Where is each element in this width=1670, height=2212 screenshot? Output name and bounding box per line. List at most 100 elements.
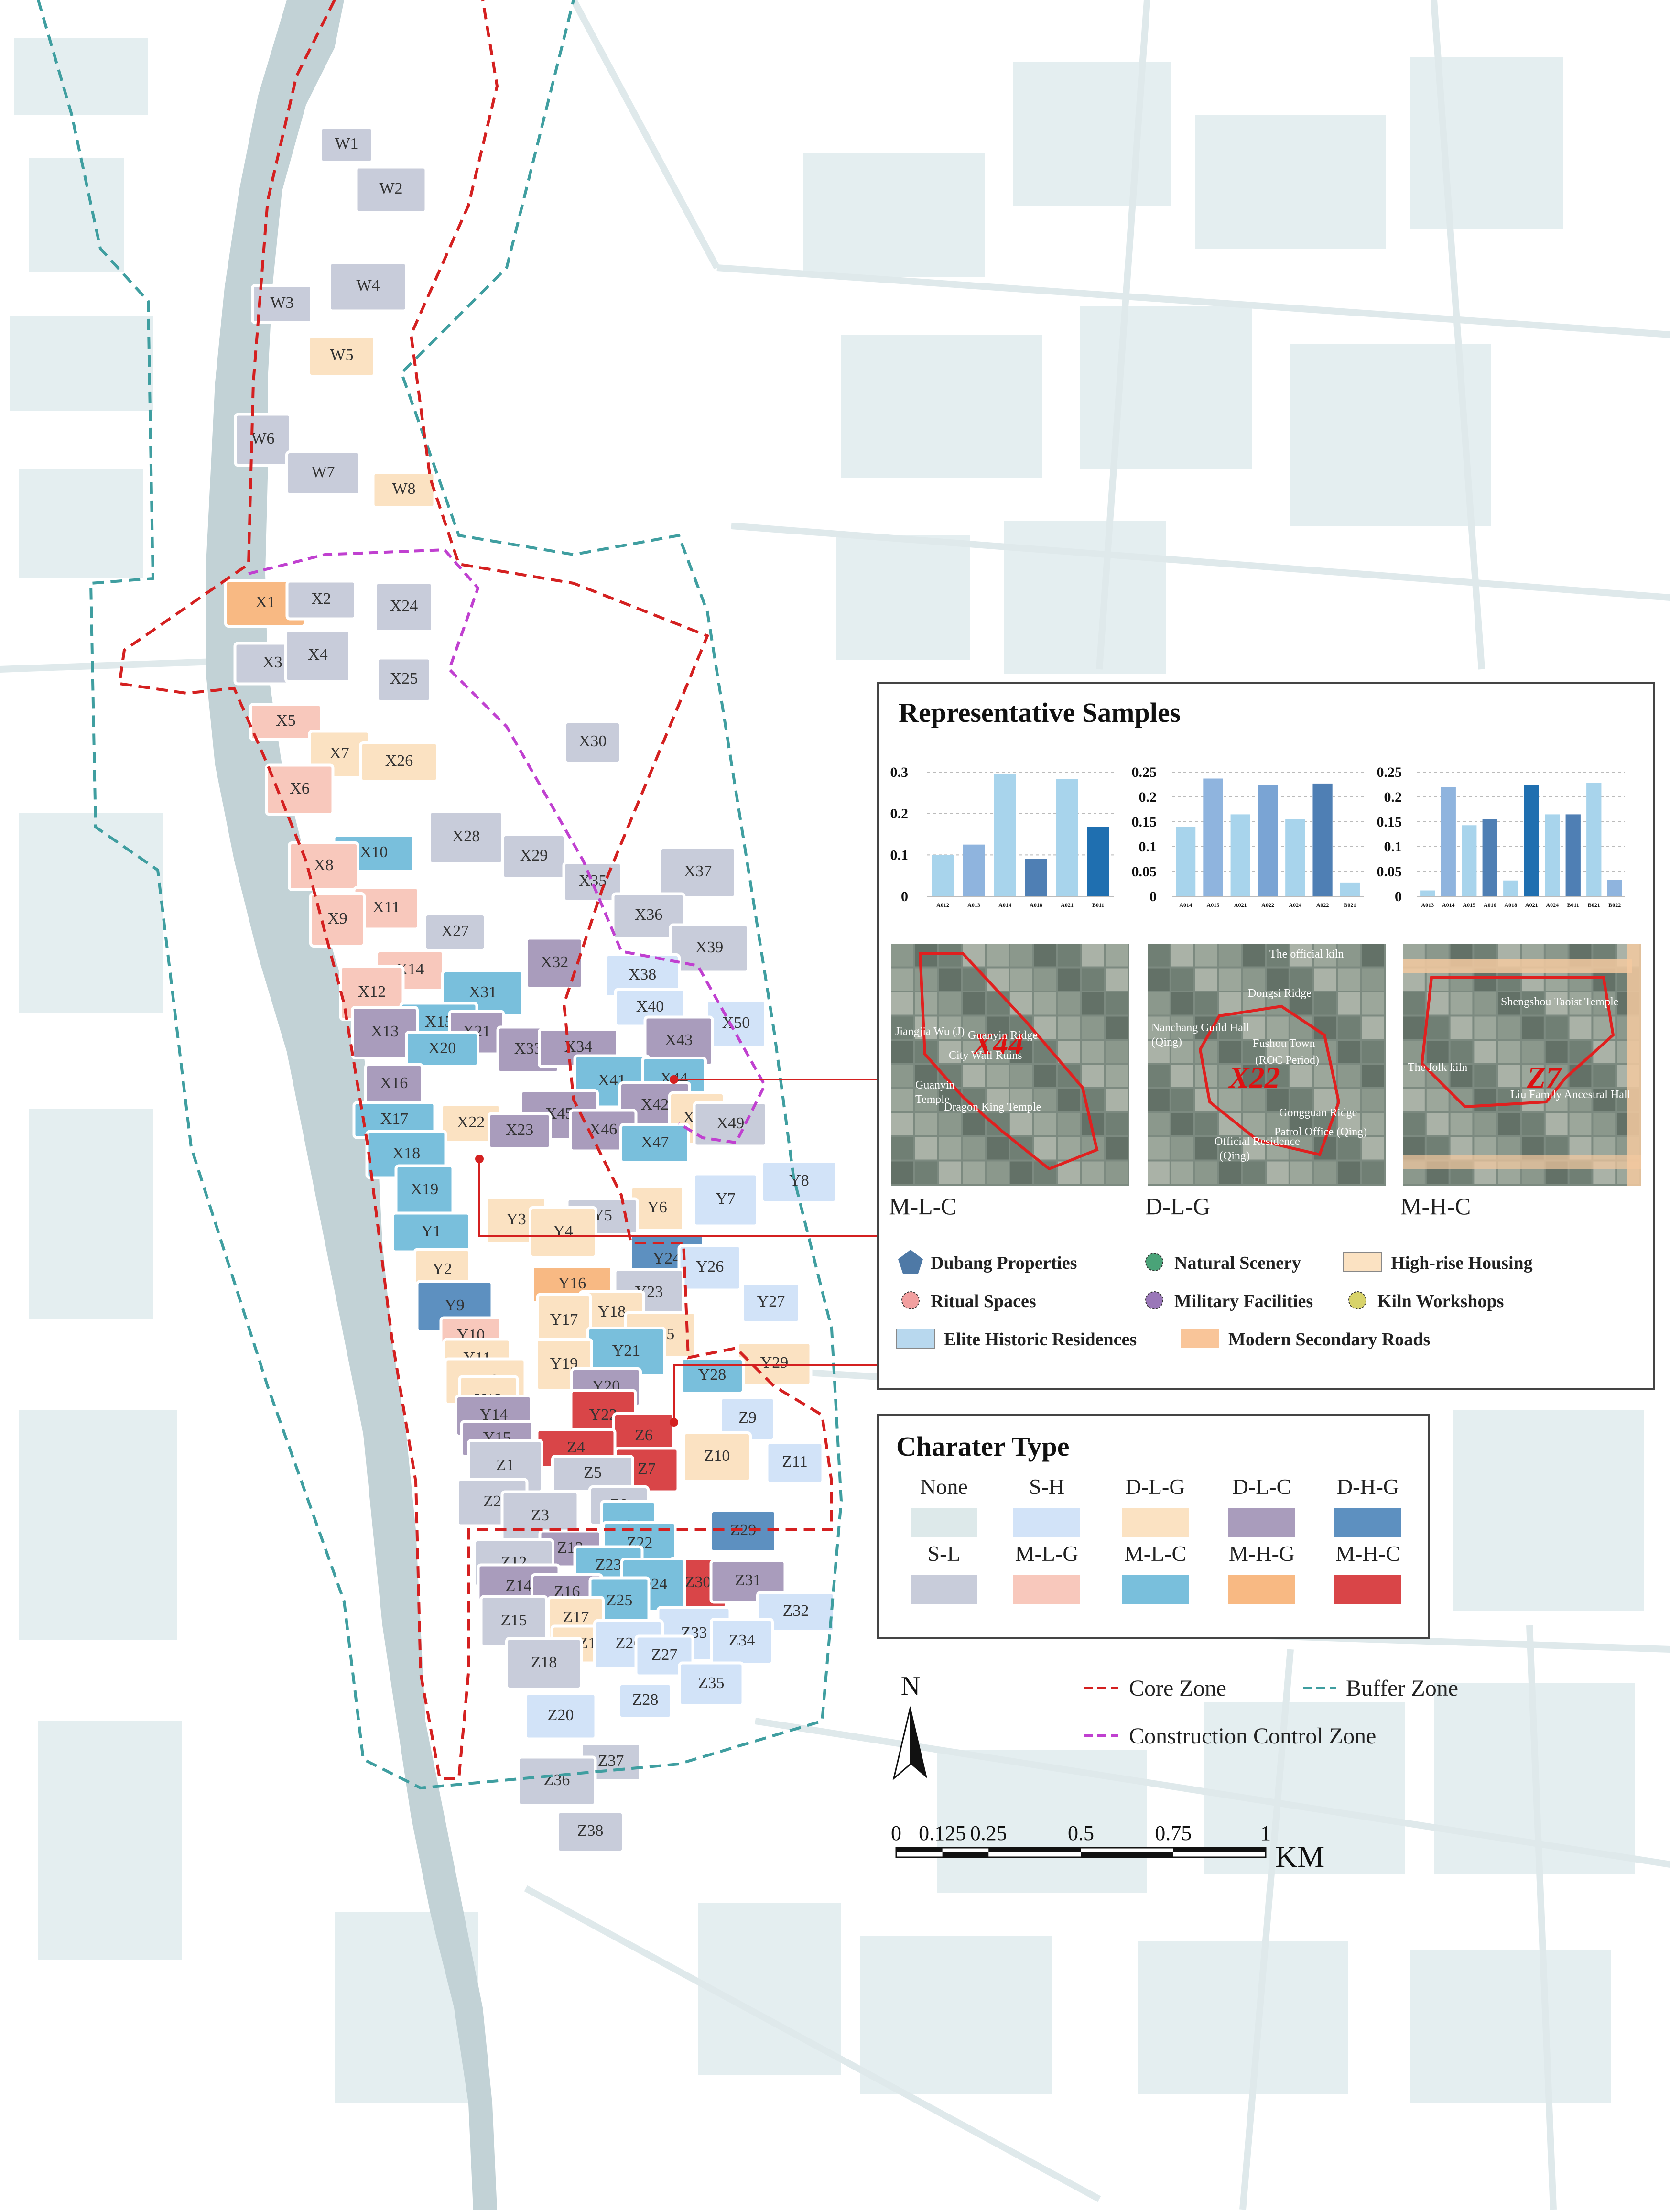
plot-cell	[405, 1031, 479, 1068]
plot-y7: Y7	[692, 1172, 759, 1228]
plot-label: W6	[251, 430, 274, 447]
plot-x23: X23	[488, 1112, 552, 1150]
plot-cell	[505, 1637, 583, 1690]
sample-photo-z7: Z7 Shengshou Taoist Temple The folk kiln Li…	[1403, 944, 1641, 1186]
y-tick-label: 0.2	[1139, 789, 1157, 805]
x-tick-label: A018	[1504, 902, 1517, 908]
type-label: D-L-G	[1125, 1474, 1185, 1499]
type-label: D-H-G	[1337, 1474, 1399, 1499]
plot-label: Y29	[760, 1354, 789, 1372]
plot-cell	[741, 1282, 801, 1324]
sample-chart-3: 0 0.05 0.1 0.15 0.2 0.25 A013 A014 A015 A016 A018 A…	[1377, 764, 1625, 908]
plot-cell	[319, 126, 374, 163]
plot-label: Z30	[685, 1573, 711, 1591]
bar-b021	[1586, 783, 1602, 896]
photo-annotation: Guanyin Ridge	[968, 1029, 1038, 1042]
plot-x4: X4	[284, 629, 351, 683]
type-d-l-c: D-L-C	[1228, 1474, 1295, 1537]
plot-label: X17	[380, 1110, 409, 1128]
photo-annotation: Fushou Town	[1253, 1037, 1315, 1050]
plot-label: Z34	[729, 1632, 755, 1649]
plot-label: Z32	[783, 1602, 809, 1620]
plot-label: X23	[506, 1121, 534, 1139]
north-label: N	[901, 1671, 920, 1701]
plot-cell	[234, 413, 292, 467]
plot-label: W4	[356, 277, 380, 294]
plot-label: Z25	[607, 1591, 633, 1609]
x-tick-label: A018	[1030, 902, 1042, 908]
y-tick-label: 0.2	[1384, 789, 1402, 805]
bar-a021	[1524, 785, 1539, 896]
legend-label: Ritual Spaces	[931, 1291, 1036, 1311]
plot-label: X4	[308, 646, 328, 664]
plot-label: X33	[514, 1040, 542, 1057]
plot-label: Z3	[531, 1506, 549, 1524]
plot-label: Z35	[698, 1674, 725, 1692]
type-swatch	[911, 1508, 977, 1537]
plot-cell	[359, 741, 439, 783]
y-tick-label: 0.1	[890, 847, 909, 863]
y-tick-label: 0.25	[1377, 764, 1402, 780]
photo-annotation: (ROC Period)	[1255, 1054, 1319, 1067]
plot-cell	[307, 335, 376, 378]
plot-label: Y27	[757, 1293, 785, 1310]
x-tick-label: A014	[998, 902, 1011, 908]
plot-x28: X28	[428, 810, 504, 865]
plot-label: X26	[385, 752, 413, 770]
plot-label: Z6	[635, 1427, 653, 1444]
pentagon-icon	[898, 1250, 923, 1274]
plot-label: X18	[392, 1144, 421, 1162]
sample-outline	[918, 952, 1099, 1171]
plot-label: X24	[390, 597, 418, 615]
y-tick-label: 0	[1149, 889, 1157, 904]
bar-a014	[994, 774, 1016, 896]
plot-label: X6	[290, 780, 310, 797]
plot-cell	[251, 284, 313, 324]
plot-label: Z23	[596, 1556, 622, 1574]
type-swatch	[1228, 1575, 1295, 1604]
plot-label: X30	[579, 732, 607, 750]
plot-label: X39	[695, 938, 724, 956]
photo-annotation: Nanchang Guild Hall	[1151, 1022, 1250, 1034]
plot-x35: X35	[562, 861, 623, 903]
bar-a018	[1025, 859, 1047, 896]
scale-segment	[896, 1848, 943, 1852]
scale-label: 0.25	[970, 1821, 1007, 1845]
photo-annotation: Gongguan Ridge	[1279, 1107, 1357, 1119]
sample-photo-x44: X44 Jiangjia Wu (J) Guanyin Ridge City Wall…	[891, 944, 1129, 1186]
plot-label: X19	[411, 1180, 439, 1198]
type-d-h-g: D-H-G	[1334, 1474, 1401, 1537]
plot-cell	[692, 1172, 759, 1228]
plot-cell	[680, 1357, 745, 1395]
photo-annotation: City Wall Ruins	[949, 1049, 1022, 1062]
scale-segment	[1081, 1852, 1173, 1857]
plot-label: X32	[541, 953, 569, 971]
plot-x39: X39	[669, 923, 750, 974]
sample-outline	[1420, 976, 1615, 1109]
legend-kiln-workshops: Kiln Workshops	[1348, 1291, 1504, 1311]
buffer-zone-boundary	[37, 0, 843, 1790]
plot-label: W1	[335, 135, 358, 153]
bar-a014	[1441, 787, 1456, 896]
scale-unit: KM	[1275, 1840, 1324, 1874]
plot-cell	[760, 1160, 838, 1204]
plot-label: X3	[262, 654, 282, 671]
plot-cell	[524, 1692, 597, 1741]
type-s-h: S-H	[1013, 1474, 1080, 1537]
plot-cell	[285, 450, 361, 496]
legend-modern-secondary-roads: Modern Secondary Roads	[1181, 1329, 1430, 1350]
x-tick-label: B021	[1344, 902, 1356, 908]
scale-label: 1	[1260, 1821, 1271, 1845]
sample-label-d-l-g: D-L-G	[1145, 1193, 1210, 1220]
plot-x19: X19	[394, 1164, 455, 1217]
zone-boundaries	[37, 0, 843, 1790]
plot-label: X22	[457, 1113, 485, 1131]
x-tick-label: B011	[1092, 902, 1104, 908]
scale-label: 0.75	[1155, 1821, 1192, 1845]
y-tick-label: 0	[901, 889, 908, 904]
military-dot-icon	[1145, 1291, 1163, 1309]
plot-label: Z4	[567, 1438, 585, 1456]
plot-label: X9	[327, 910, 347, 927]
sample-chart-2: 0 0.05 0.1 0.15 0.2 0.25 A014 A015 A021 A022 A024 A…	[1132, 764, 1364, 908]
